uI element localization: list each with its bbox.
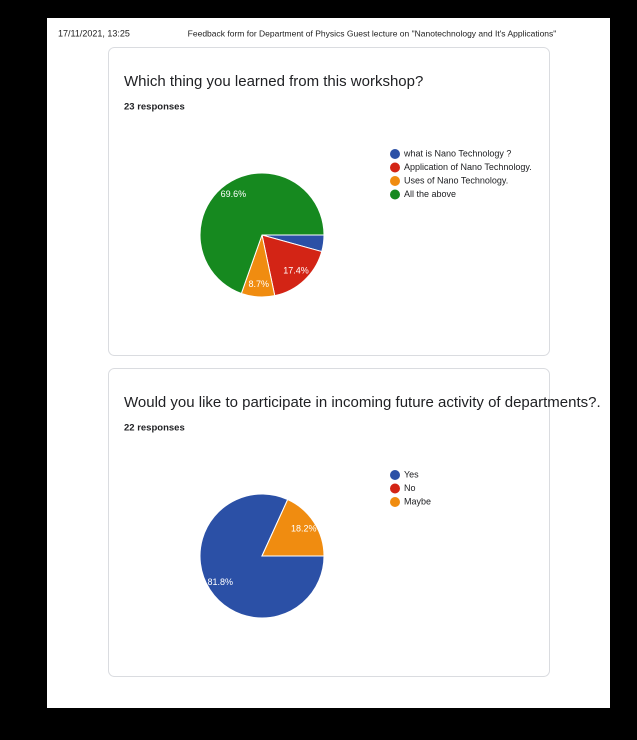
slice-label: 81.8% (208, 577, 234, 587)
legend-label: Yes (404, 469, 419, 479)
legend-swatch (390, 149, 400, 159)
question-title: Which thing you learned from this worksh… (124, 73, 423, 90)
doc-title: Feedback form for Department of Physics … (188, 28, 557, 38)
legend-swatch (390, 189, 400, 200)
legend-swatch (390, 497, 400, 507)
timestamp: 17/11/2021, 13:25 (58, 28, 130, 38)
legend-label: All the above (404, 189, 456, 199)
pie-slice (261, 498, 325, 557)
legend-swatch (390, 483, 400, 494)
card (108, 368, 550, 677)
legend-swatch (390, 162, 400, 173)
legend-label: what is Nano Technology ? (403, 148, 511, 158)
slice-label: 17.4% (283, 266, 309, 276)
legend-label: Application of Nano Technology. (404, 162, 532, 172)
slice-label: 69.6% (221, 189, 247, 199)
legend-swatch (390, 176, 400, 186)
legend-swatch (390, 470, 400, 480)
card (108, 47, 550, 356)
pie-slice (199, 172, 325, 295)
response-count: 23 responses (124, 102, 185, 113)
slice-label: 8.7% (248, 279, 269, 289)
legend-label: No (404, 483, 416, 493)
legend-label: Maybe (404, 496, 431, 506)
slice-label: 18.2% (291, 524, 317, 534)
pie-slice (261, 234, 323, 297)
response-count: 22 responses (124, 423, 185, 434)
question-title: Would you like to participate in incomin… (124, 394, 601, 411)
legend-label: Uses of Nano Technology. (404, 175, 508, 185)
